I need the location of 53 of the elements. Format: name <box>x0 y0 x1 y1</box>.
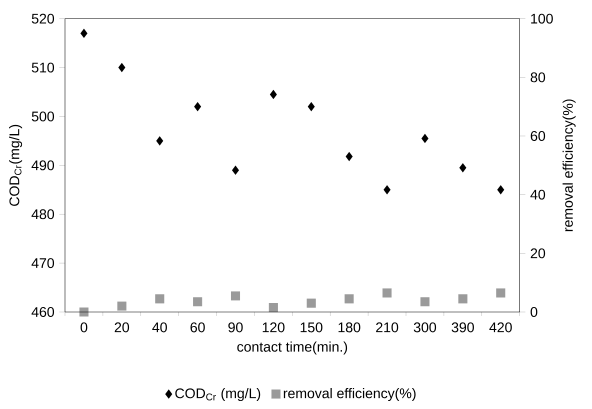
point <box>458 294 468 304</box>
y2-tick-label: 0 <box>530 306 538 317</box>
x-tick-label: 150 <box>300 322 322 332</box>
x-tick-label: 40 <box>152 322 167 332</box>
point <box>117 301 126 311</box>
point <box>382 288 392 298</box>
y-axis-title: COD$_{Cr}$(mg/L) <box>9 124 22 206</box>
point <box>496 288 506 298</box>
y-tick-label: 480 <box>32 209 54 220</box>
point <box>232 166 239 175</box>
x-tick-label: 390 <box>452 322 474 332</box>
point <box>270 90 277 99</box>
y-tick-label: 500 <box>32 111 54 122</box>
x-tick-label: 120 <box>262 322 285 332</box>
point <box>421 134 428 143</box>
point <box>346 152 353 161</box>
y2-tick-label: 80 <box>530 72 546 82</box>
point <box>308 102 315 112</box>
point <box>344 294 354 304</box>
x-tick-label: 60 <box>190 322 205 332</box>
y-tick-label: 520 <box>32 14 54 24</box>
x-tick-label: 180 <box>338 322 360 332</box>
y-tick-label: 510 <box>32 62 54 72</box>
legend-label: COD$_{Cr}$ (mg/L) <box>175 388 260 401</box>
point <box>156 136 164 146</box>
point <box>118 62 126 72</box>
point <box>384 185 391 194</box>
point <box>497 185 504 194</box>
y2-tick-label: 40 <box>530 190 546 200</box>
x-tick-label: 0 <box>80 322 88 332</box>
y-tick-label: 490 <box>32 160 54 170</box>
point <box>155 294 164 304</box>
y2-tick-label: 100 <box>531 14 553 24</box>
y-tick-label: 460 <box>32 306 54 317</box>
point <box>80 28 88 38</box>
x-tick-label: 420 <box>489 322 512 332</box>
y-tick-label: 470 <box>32 258 54 268</box>
y2-tick-label: 20 <box>530 248 546 258</box>
point <box>459 163 466 172</box>
point <box>420 297 430 306</box>
point <box>193 297 202 306</box>
x-tick-label: 300 <box>414 322 436 332</box>
y2-axis-title: removal efficiency(%) <box>562 99 576 232</box>
legend-label: removal efficiency(%) <box>284 388 416 401</box>
point <box>194 102 202 112</box>
x-tick-label: 20 <box>114 322 130 332</box>
point <box>306 298 316 308</box>
x-tick-label: 210 <box>376 322 398 332</box>
y2-tick-label: 60 <box>530 130 546 141</box>
x-tick-label: 90 <box>228 322 243 332</box>
point <box>230 291 240 300</box>
point <box>268 302 278 312</box>
x-axis-title: contact time(min.) <box>237 341 348 354</box>
